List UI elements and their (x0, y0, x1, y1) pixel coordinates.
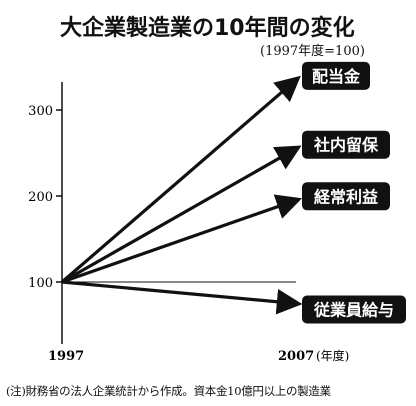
series-line-4 (61, 280, 303, 315)
series-line-1 (60, 75, 301, 284)
chart-note: (注)財務省の法人企業統計から作成。資本金10億円以上の製造業 (6, 384, 331, 398)
series-badge-3 (302, 182, 390, 211)
series-line-2 (61, 145, 302, 284)
series-label-1: 配当金 (312, 67, 361, 86)
series-badge-2 (302, 130, 390, 159)
y-tick-label-300: 300 (28, 104, 53, 119)
series-badge-1 (302, 61, 370, 90)
x-label-end: 2007 (278, 349, 314, 364)
series-line-3 (61, 194, 303, 284)
y-tick-label-100: 100 (28, 276, 53, 291)
x-label-start: 1997 (48, 349, 84, 364)
chart-title: 大企業製造業の10年間の変化 (60, 16, 355, 41)
chart-subtitle: (1997年度=100) (260, 44, 365, 59)
y-tick-label-200: 200 (28, 190, 53, 205)
series-label-2: 社内留保 (313, 136, 379, 155)
x-unit-label: (年度) (316, 348, 349, 363)
series-label-3: 経常利益 (314, 187, 378, 206)
series-badge-4 (302, 295, 406, 324)
series-label-4: 従業員給与 (313, 301, 394, 320)
